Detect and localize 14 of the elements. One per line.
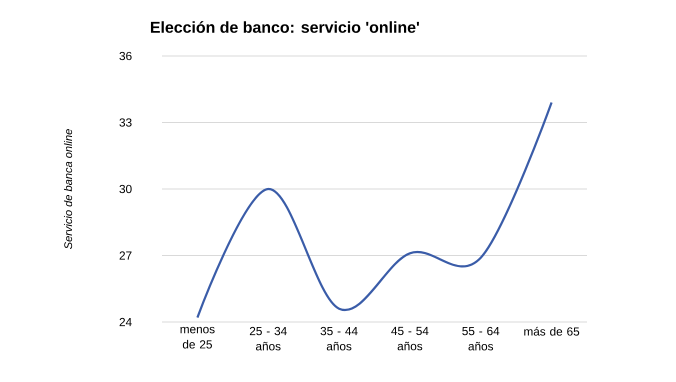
x-tick-label: 45 - 54 años [391, 326, 429, 350]
x-tick-label: más de 65 [524, 326, 580, 336]
line-series [196, 101, 553, 319]
x-tick-label: menos de 25 [180, 326, 215, 349]
y-axis-title: Servicio de banca online [64, 129, 72, 249]
chart-title: Elección de banco: servicio 'online' [150, 21, 419, 33]
y-tick-label: 24 [120, 318, 132, 326]
y-tick-label: 36 [119, 52, 132, 60]
x-tick-label: 25 - 34 años [250, 326, 287, 350]
x-tick-label: 55 - 64 años [462, 326, 500, 350]
y-tick-label: 30 [119, 184, 132, 194]
y-tick-label: 33 [119, 118, 132, 127]
y-tick-label: 27 [120, 251, 132, 260]
x-tick-label: 35 - 44 años [320, 326, 358, 350]
